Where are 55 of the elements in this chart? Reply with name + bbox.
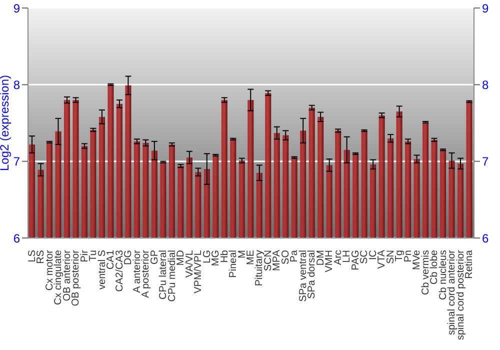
x-tick-label: A posterior [140,249,152,298]
x-tick-label: CA2/CA3 [114,250,126,292]
x-tick-label: Pn [402,250,414,262]
x-tick-label: Tg [394,250,406,262]
x-tick-label: VMH [324,250,336,272]
x-tick-label: MPA [272,250,283,271]
x-tick-label: OB anterior [62,249,73,302]
y2-tick-label: 8 [482,78,489,92]
y-tick-label: 6 [13,231,20,246]
x-tick-label: Pituitary [254,250,266,286]
x-tick-label: LG [202,250,213,264]
x-tick-label: Retina [464,250,476,279]
y2-tick-label: 9 [482,1,489,16]
x-tick-label: spinal cord posterior [455,249,466,340]
x-tick-label: VTA [376,250,388,269]
x-tick-label: MVe [412,250,423,270]
x-tick-label: PAG [350,250,362,270]
x-tick-label: SCN [262,250,274,272]
x-tick-label: spinal cord anterior [446,249,458,336]
x-tick-label: LS [26,250,38,262]
x-tick-label: CA1 [106,250,117,270]
x-tick-label: Hb [219,250,230,263]
x-tick-label: SPa dorsal [306,250,318,299]
x-tick-label: Pir [79,249,90,262]
x-tick-label: SN [385,250,396,264]
x-tick-label: Pineal [228,250,240,278]
y-tick-label: 9 [13,1,20,16]
x-tick-label: Cx cingulate [53,250,64,306]
x-tick-label: LH [342,250,353,263]
x-tick-label: SC [359,250,370,264]
x-tick-label: CPu medial [166,250,178,302]
x-tick-label: ventral S [96,250,108,290]
x-tick-label: ME [246,250,256,265]
x-tick-label: A anterior [132,249,143,293]
y-tick-label: 7 [13,154,20,169]
x-tick-label: Arc [332,250,344,265]
x-tick-label: M [236,250,248,258]
x-tick-label: SPa ventral [298,250,309,302]
x-tick-label: Cb lobe [429,250,440,284]
y-tick-label: 8 [13,78,20,92]
y2-tick-label: 6 [482,231,489,246]
x-tick-label: Cb vermis [420,250,432,296]
x-tick-label: Cb nucleus [438,250,449,300]
y2-tick-label: 7 [482,154,489,169]
x-tick-label: DM [315,250,326,266]
x-tick-label: Tu [88,250,100,262]
x-tick-label: OB posterior [70,249,82,306]
y-axis-title: Log2 (expression) [0,74,12,172]
x-tick-label: RS [36,250,47,264]
x-tick-label: Pa [289,250,300,262]
x-tick-label: VPM/VPL [193,250,204,294]
x-tick-label: SO [280,250,292,264]
x-tick-label: DG [123,250,134,265]
x-tick-label: GP [149,250,160,264]
x-tick-label: IC [368,250,379,260]
